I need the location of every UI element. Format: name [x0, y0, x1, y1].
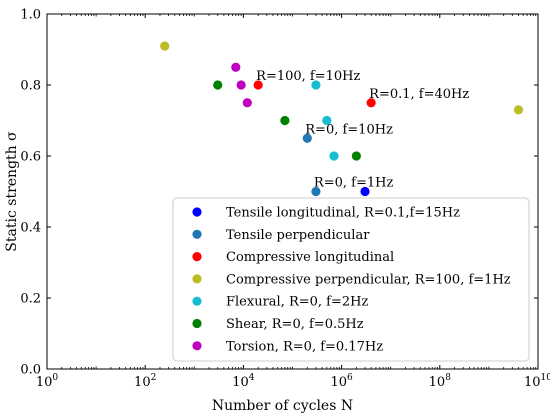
y-axis-label: Static strength σ — [4, 131, 20, 252]
data-point — [280, 115, 290, 126]
annotation-label: R=0.1, f=40Hz — [369, 87, 469, 102]
data-point — [253, 80, 263, 90]
x-tick-label: 102 — [134, 373, 156, 390]
legend-entry-label: Tensile perpendicular — [226, 228, 370, 243]
legend-marker — [192, 274, 202, 284]
x-tick-label: 106 — [330, 373, 353, 390]
data-point — [366, 98, 376, 108]
legend-marker — [192, 341, 202, 351]
y-tick-label: 0.0 — [20, 363, 41, 378]
data-point — [160, 41, 170, 51]
legend-entry-label: Torsion, R=0, f=0.17Hz — [226, 339, 383, 354]
x-tick-label: 100 — [36, 373, 59, 390]
x-tick-label: 1010 — [524, 373, 550, 390]
y-tick-label: 0.2 — [20, 292, 41, 307]
legend-marker — [192, 318, 202, 329]
legend-entry-label: Shear, R=0, f=0.5Hz — [226, 317, 364, 332]
annotation-label: R=0, f=10Hz — [305, 122, 393, 137]
data-point — [351, 151, 361, 161]
y-tick-label: 0.6 — [20, 150, 41, 165]
y-tick-label: 0.8 — [20, 79, 41, 94]
legend-marker — [192, 229, 202, 239]
legend-entry-label: Flexural, R=0, f=2Hz — [226, 295, 368, 310]
legend-box — [172, 197, 530, 362]
legend-marker — [192, 252, 202, 262]
data-point — [311, 80, 321, 90]
data-point — [213, 80, 223, 90]
y-tick-label: 1.0 — [20, 8, 41, 23]
data-point — [242, 98, 252, 108]
legend-entry-label: Compressive perpendicular, R=100, f=1Hz — [226, 272, 511, 287]
data-point — [231, 62, 241, 72]
data-point — [329, 151, 339, 161]
legend-marker — [192, 296, 202, 306]
annotation-label: R=0, f=1Hz — [314, 176, 394, 191]
legend-marker — [192, 207, 202, 217]
data-point — [236, 80, 246, 90]
y-tick-label: 0.4 — [20, 221, 41, 236]
data-point — [302, 133, 312, 143]
x-axis-label: Number of cycles N — [212, 398, 353, 414]
data-point — [322, 115, 332, 126]
x-tick-label: 104 — [232, 373, 255, 390]
annotation-label: R=100, f=10Hz — [256, 69, 360, 84]
legend-entry-label: Tensile longitudinal, R=0.1,f=15Hz — [226, 206, 460, 221]
x-tick-label: 108 — [429, 373, 452, 390]
data-point — [360, 186, 370, 197]
legend-entry-label: Compressive longitudinal — [226, 250, 394, 265]
data-point — [311, 186, 321, 197]
data-point — [513, 105, 524, 115]
